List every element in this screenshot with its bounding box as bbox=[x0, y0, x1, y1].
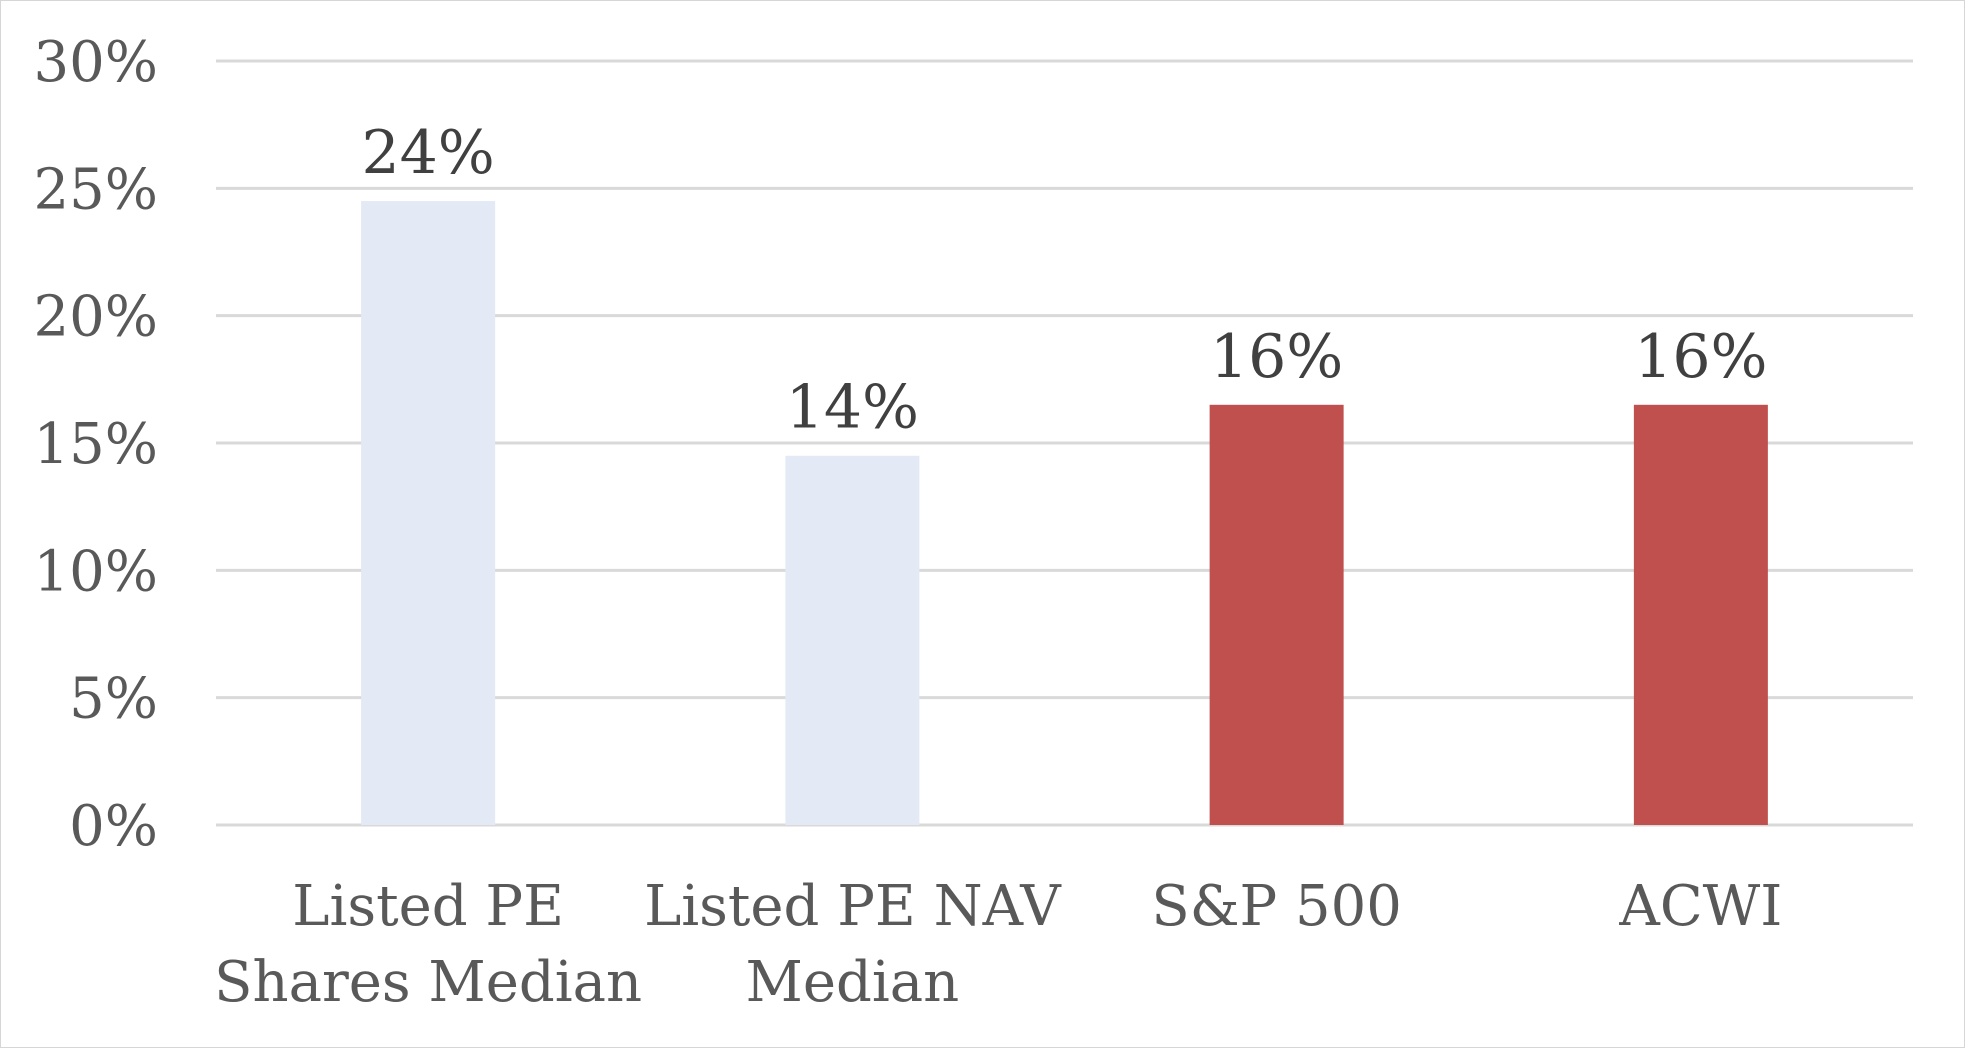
data-label: 14% bbox=[786, 373, 919, 443]
y-tick-label: 0% bbox=[69, 794, 158, 859]
category-label: Shares Median bbox=[214, 950, 642, 1015]
bar-2 bbox=[1209, 404, 1344, 825]
category-label: Median bbox=[746, 950, 960, 1015]
category-label: Listed PE bbox=[292, 874, 564, 939]
y-tick-label: 25% bbox=[34, 157, 158, 222]
data-label: 16% bbox=[1210, 322, 1343, 392]
y-tick-label: 15% bbox=[34, 412, 158, 477]
category-label: Listed PE NAV bbox=[644, 874, 1062, 939]
bar-0 bbox=[361, 201, 496, 826]
bar-1 bbox=[785, 455, 920, 825]
y-tick-label: 20% bbox=[34, 285, 158, 350]
bars bbox=[361, 201, 1768, 826]
y-tick-label: 5% bbox=[69, 667, 158, 732]
category-label: S&P 500 bbox=[1151, 874, 1402, 939]
y-tick-label: 30% bbox=[34, 30, 158, 95]
y-tick-label: 10% bbox=[34, 539, 158, 604]
bar-3 bbox=[1633, 404, 1768, 825]
data-labels: 24% 14% 16% 16% bbox=[361, 118, 1767, 443]
y-axis-tick-labels: 0% 5% 10% 15% 20% 25% 30% bbox=[34, 30, 158, 859]
gridlines bbox=[216, 59, 1913, 827]
data-label: 16% bbox=[1634, 322, 1767, 392]
data-label: 24% bbox=[361, 118, 494, 188]
category-label: ACWI bbox=[1618, 874, 1782, 939]
